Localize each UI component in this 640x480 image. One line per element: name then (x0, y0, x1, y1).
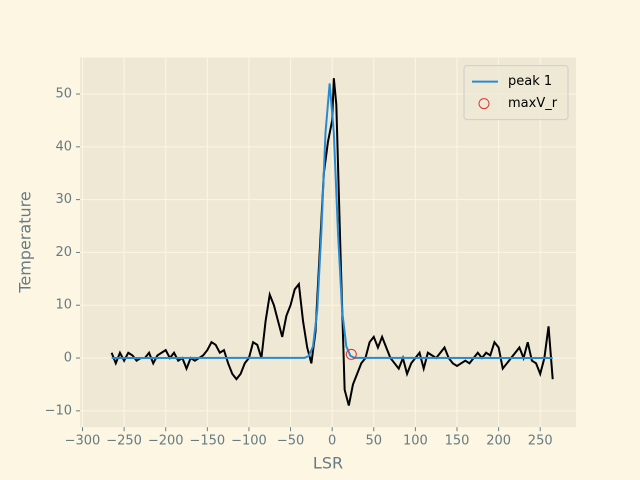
y-axis-label: Temperature (16, 191, 35, 293)
x-tick-label: 100 (403, 434, 428, 449)
data-line (110, 78, 554, 406)
x-tick-label: 0 (328, 434, 336, 449)
legend-box (463, 65, 569, 121)
data-line (111, 83, 553, 360)
x-tick-label: −100 (231, 434, 267, 449)
y-tick-label: 0 (64, 351, 72, 366)
y-tick-label: 10 (55, 298, 72, 313)
y-tick-label: 30 (55, 192, 72, 207)
x-tick-label: −300 (65, 434, 101, 449)
legend-marker (478, 98, 490, 110)
x-tick-label: −50 (277, 434, 304, 449)
x-tick-label: 200 (486, 434, 511, 449)
legend-label: maxV_r (508, 96, 558, 111)
x-tick-label: −250 (106, 434, 142, 449)
y-tick-label: 20 (55, 245, 72, 260)
legend-label: peak 1 (508, 74, 552, 89)
x-tick-label: 50 (365, 434, 382, 449)
y-tick-label: −10 (45, 403, 72, 418)
x-tick-label: −150 (189, 434, 225, 449)
y-tick-label: 40 (55, 139, 72, 154)
x-tick-label: −200 (148, 434, 184, 449)
x-axis-label: LSR (313, 454, 343, 473)
x-tick-label: 150 (445, 434, 470, 449)
data-point (345, 348, 357, 360)
x-tick-label: 250 (528, 434, 553, 449)
y-tick-label: 50 (55, 87, 72, 102)
